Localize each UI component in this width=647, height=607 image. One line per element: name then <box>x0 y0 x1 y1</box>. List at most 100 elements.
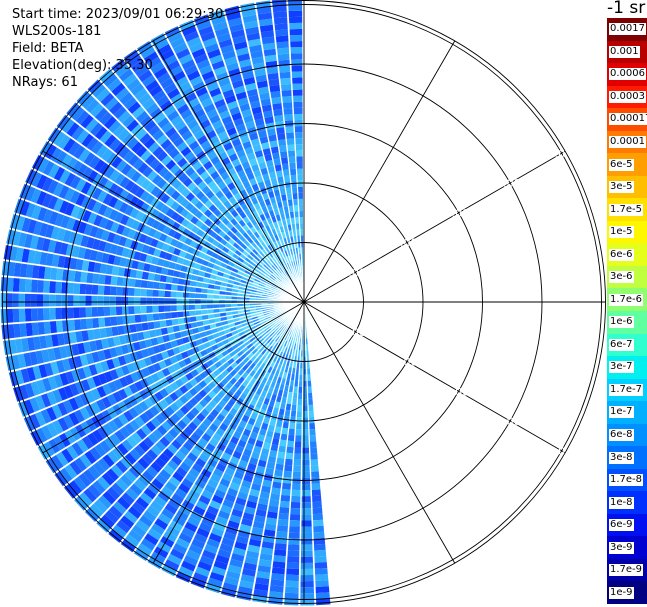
ray-gate <box>80 113 95 129</box>
ray-gate <box>166 325 174 334</box>
ray-gate <box>260 30 275 39</box>
ray-gate <box>272 317 279 323</box>
ray-gate <box>302 392 308 400</box>
ray-gate <box>175 537 190 549</box>
ray-gate <box>153 390 164 402</box>
ray-gate <box>162 464 175 476</box>
ray-gate <box>224 381 234 390</box>
ray-gate <box>19 322 27 338</box>
ray-gate <box>70 204 81 218</box>
ray-gate <box>280 265 286 272</box>
ray-gate <box>93 328 101 340</box>
ray-gate <box>92 479 106 494</box>
ray-gate <box>177 277 185 285</box>
ray-gate <box>71 159 83 175</box>
ray-gate <box>301 453 310 460</box>
ray-gate <box>24 233 34 249</box>
ray-gate <box>252 445 262 454</box>
ray-gate <box>97 494 112 509</box>
ray-gate <box>276 253 282 261</box>
ray-gate <box>172 423 183 435</box>
ray-gate <box>216 352 224 361</box>
ray-gate <box>244 339 251 347</box>
ray-gate <box>154 473 168 486</box>
ray-gate <box>23 398 35 415</box>
ray-gate <box>313 549 327 557</box>
ray-gate <box>234 444 245 454</box>
ray-gate <box>163 170 174 182</box>
ray-gate <box>189 42 205 53</box>
ray-gate <box>207 372 217 381</box>
ray-gate <box>95 398 107 412</box>
ray-gate <box>226 213 235 222</box>
ray-gate <box>242 562 257 571</box>
ray-gate <box>171 276 179 285</box>
ray-gate <box>43 320 51 335</box>
ray-gate <box>269 275 276 281</box>
ray-gate <box>293 107 304 115</box>
ray-gate <box>253 357 260 365</box>
ray-gate <box>120 163 133 176</box>
ray-gate <box>183 279 191 286</box>
ray-gate <box>290 174 298 182</box>
ray-gate <box>95 518 111 533</box>
ray-gate <box>188 298 195 304</box>
ray-gate <box>230 361 238 369</box>
ray-gate <box>156 335 165 345</box>
ray-gate <box>221 369 230 378</box>
ray-gate <box>111 155 123 169</box>
ray-gate <box>235 91 248 101</box>
ray-gate <box>194 478 206 489</box>
ray-gate <box>92 200 103 214</box>
ray-gate <box>109 137 122 152</box>
ray-gate <box>137 474 151 487</box>
ray-gate <box>288 4 303 12</box>
ray-gate <box>97 295 104 306</box>
ray-gate <box>234 497 247 506</box>
ray-gate <box>256 367 263 375</box>
ray-gate <box>242 512 255 521</box>
ray-gate <box>141 243 150 254</box>
ray-gate <box>269 222 276 231</box>
ray-gate <box>94 338 104 351</box>
ray-gate <box>83 223 93 236</box>
ray-gate <box>91 186 103 200</box>
ray-gate <box>251 315 259 320</box>
ray-gate <box>281 89 293 97</box>
ray-gate <box>277 201 284 209</box>
ray-gate <box>30 171 43 187</box>
ray-gate <box>166 348 175 358</box>
ray-gate <box>307 392 313 400</box>
ray-gate <box>167 497 181 510</box>
ray-gate <box>265 430 274 438</box>
ray-gate <box>258 250 266 258</box>
ray-gate <box>170 114 184 127</box>
ray-gate <box>315 586 330 594</box>
ray-gate <box>53 373 64 388</box>
ray-gate <box>287 0 303 5</box>
ray-gate <box>284 114 294 121</box>
ray-gate <box>211 239 220 247</box>
ray-gate <box>51 404 63 419</box>
ray-gate <box>152 281 160 290</box>
ray-gate <box>152 312 160 321</box>
ray-gate <box>261 248 268 256</box>
ray-gate <box>310 477 320 484</box>
ray-gate <box>109 285 117 296</box>
ray-gate <box>153 162 165 174</box>
ray-gate <box>149 263 157 273</box>
ray-gate <box>284 212 291 219</box>
ray-gate <box>31 321 39 336</box>
ray-gate <box>239 103 251 112</box>
ray-gate <box>182 456 195 468</box>
ray-gate <box>246 236 254 244</box>
ray-gate <box>243 114 255 124</box>
ray-gate <box>264 326 271 332</box>
ray-gate <box>106 393 117 406</box>
ray-gate <box>85 390 96 403</box>
ray-gate <box>274 335 280 343</box>
ray-gate <box>289 28 303 36</box>
ray-gate <box>130 123 144 137</box>
colorbar-tick-label: 0.0003 <box>609 90 646 103</box>
ray-gate <box>119 426 131 439</box>
